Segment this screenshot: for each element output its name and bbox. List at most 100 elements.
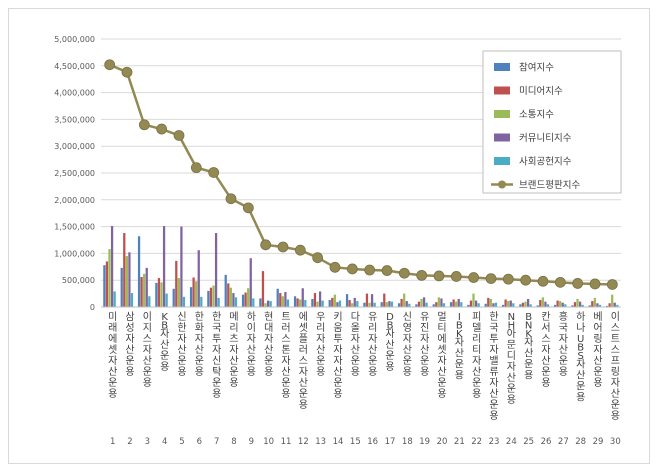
brand-index-point-12 xyxy=(294,244,306,256)
bar-17-3 xyxy=(385,302,388,307)
bar-24-1 xyxy=(501,304,505,307)
bar-30-5 xyxy=(616,304,619,307)
bar-28-2 xyxy=(573,302,577,307)
legend-label-3: 소통지수 xyxy=(519,110,554,121)
y-tick-label: 1,500,000 xyxy=(54,223,95,232)
bar-19-5 xyxy=(425,302,428,307)
bar-24-5 xyxy=(512,303,515,307)
bar-8-1 xyxy=(224,274,227,307)
bar-3-1 xyxy=(137,236,141,307)
y-tick-label: 3,000,000 xyxy=(54,142,95,151)
bar-26-2 xyxy=(539,300,542,307)
bar-4-3 xyxy=(160,282,163,307)
bar-11-1 xyxy=(276,288,279,307)
bar-8-4 xyxy=(232,293,235,307)
bar-16-1 xyxy=(363,302,366,307)
bar-4-1 xyxy=(155,282,158,307)
bar-16-3 xyxy=(368,302,371,307)
bar-25-3 xyxy=(524,301,527,307)
brand-index-point-9 xyxy=(242,202,254,214)
bar-15-1 xyxy=(345,294,349,307)
bar-7-1 xyxy=(207,290,210,307)
bar-6-1 xyxy=(189,287,193,307)
bar-5-1 xyxy=(172,288,175,307)
bar-1-3 xyxy=(108,249,111,307)
rank-label-1: 1 xyxy=(110,437,115,447)
brand-index-point-2 xyxy=(121,66,133,78)
rank-label-28: 28 xyxy=(575,437,586,447)
bar-28-4 xyxy=(578,301,582,307)
bar-20-4 xyxy=(440,298,443,307)
bar-2-5 xyxy=(130,293,134,307)
bar-15-4 xyxy=(353,297,356,307)
y-tick-label: 4,500,000 xyxy=(54,62,95,71)
bar-7-4 xyxy=(214,233,218,307)
legend-label-4: 커뮤니티지수 xyxy=(519,133,572,144)
bar-29-4 xyxy=(596,303,599,307)
bar-3-3 xyxy=(143,273,146,307)
bar-12-5 xyxy=(304,300,307,307)
bar-1-1 xyxy=(103,265,106,307)
legend-label-1: 참여지수 xyxy=(519,62,554,74)
bar-1-4 xyxy=(110,226,114,307)
brand-index-point-3 xyxy=(138,119,150,131)
chart-frame: 0 500,000 1,000,000 1,500,000 2,000,000 2,500… xyxy=(8,8,650,464)
rank-label-18: 18 xyxy=(402,437,413,447)
brand-index-point-26 xyxy=(537,275,549,287)
bar-6-2 xyxy=(192,277,195,307)
y-axis: 0 500,000 1,000,000 1,500,000 2,000,000 2,500… xyxy=(54,35,95,312)
legend-box xyxy=(482,50,622,194)
bar-7-2 xyxy=(209,287,213,307)
bar-25-5 xyxy=(529,304,532,307)
bar-21-3 xyxy=(455,301,458,307)
rank-label-11: 11 xyxy=(281,437,292,447)
bar-22-1 xyxy=(467,304,470,307)
bar-1-5 xyxy=(113,291,116,307)
brand-index-point-8 xyxy=(225,193,237,205)
bar-5-3 xyxy=(177,278,180,307)
bar-12-3 xyxy=(299,299,302,307)
bar-26-1 xyxy=(536,305,539,307)
bar-13-2 xyxy=(313,293,317,307)
brand-index-point-19 xyxy=(416,269,428,281)
brand-index-point-14 xyxy=(329,261,341,273)
rank-label-21: 21 xyxy=(454,437,465,447)
legend-swatch-3 xyxy=(494,110,510,118)
rank-label-5: 5 xyxy=(179,437,184,447)
bar-9-3 xyxy=(247,288,250,307)
bar-11-4 xyxy=(284,291,287,307)
bar-15-3 xyxy=(351,303,354,307)
bar-9-4 xyxy=(249,258,252,307)
bar-27-3 xyxy=(559,301,562,307)
rank-label-22: 22 xyxy=(471,437,482,447)
bar-18-1 xyxy=(397,303,401,307)
bar-2-2 xyxy=(123,233,126,307)
bar-30-3 xyxy=(611,294,614,307)
brand-index-point-30 xyxy=(606,279,618,290)
bar-30-4 xyxy=(613,302,616,307)
rank-label-26: 26 xyxy=(541,437,552,447)
bar-marks xyxy=(103,226,619,307)
bar-16-2 xyxy=(365,293,369,307)
rank-label-17: 17 xyxy=(385,437,396,447)
x-axis: 미 래 에 셋 자 산 운 용 삼 성 자 산 운 용 이 지 스 자 산 운 용 K B 자 산 운 용 신 한 자 산 운 용 한 화 자 산 운 용 한… xyxy=(101,306,621,447)
bar-18-2 xyxy=(400,298,403,307)
